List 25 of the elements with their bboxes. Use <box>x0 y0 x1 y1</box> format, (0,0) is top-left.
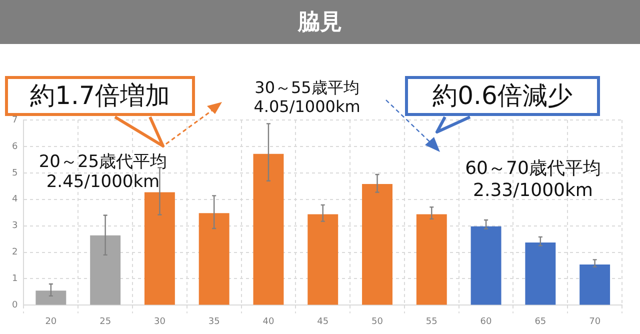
annotation: 60～70歳代平均 2.33/1000km <box>465 158 601 202</box>
y-tick-label: 7 <box>12 115 18 126</box>
x-tick-label: 45 <box>317 316 329 327</box>
y-tick-label: 6 <box>12 142 18 152</box>
y-tick-label: 2 <box>12 248 18 258</box>
y-tick-label: 5 <box>12 168 18 178</box>
x-tick-label: 40 <box>262 316 274 327</box>
text: 約0.6倍減少 <box>432 81 572 111</box>
x-tick-label: 70 <box>589 316 601 327</box>
text: 30～55歳平均 4.05/1000km <box>254 78 360 116</box>
y-tick-label: 0 <box>12 300 18 311</box>
x-tick-label: 25 <box>100 316 112 327</box>
chart-title: 脇見 <box>298 9 342 37</box>
y-tick-label: 3 <box>12 221 18 232</box>
x-tick-label: 30 <box>154 316 166 327</box>
x-tick-label: 50 <box>372 316 384 327</box>
x-tick-label: 35 <box>208 316 220 327</box>
x-tick-label: 60 <box>480 316 492 327</box>
text: 約1.7倍増加 <box>30 81 170 111</box>
y-tick-label: 1 <box>12 274 18 284</box>
x-tick-label: 20 <box>45 316 57 327</box>
annotation: 20～25歳代平均 2.45/1000km <box>38 152 168 193</box>
x-tick-label: 65 <box>534 316 546 327</box>
x-tick-label: 55 <box>426 316 438 327</box>
y-tick-label: 4 <box>12 194 18 205</box>
